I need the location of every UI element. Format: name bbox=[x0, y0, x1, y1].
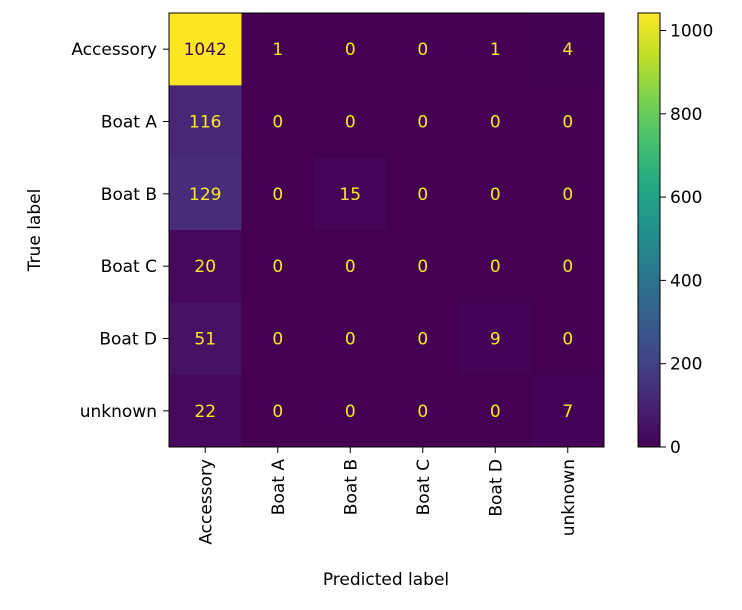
cell-value-label: 0 bbox=[417, 330, 428, 350]
colorbar-tick-label: 200 bbox=[670, 355, 702, 375]
cell-value-label: 20 bbox=[194, 257, 216, 277]
y-tick-label: Boat A bbox=[101, 113, 158, 133]
heatmap-cell bbox=[241, 230, 315, 303]
cell-value-label: 1 bbox=[272, 40, 283, 60]
heatmap-cell bbox=[459, 13, 532, 86]
cell-value-label: 0 bbox=[417, 185, 428, 205]
heatmap-cell bbox=[531, 374, 605, 448]
cell-value-label: 129 bbox=[189, 185, 221, 205]
heatmap-cells: 1042 1 0 0 1 4 116 0 0 0 0 0 129 0 15 0 0 0 20 0 0 0 0 0 51 0 0 0 9 0… bbox=[169, 13, 605, 448]
cell-value-label: 51 bbox=[194, 330, 216, 350]
heatmap-cell bbox=[241, 374, 315, 448]
colorbar bbox=[637, 12, 661, 448]
heatmap-cell bbox=[531, 302, 605, 376]
cell-value-label: 7 bbox=[562, 402, 573, 422]
cell-value-label: 0 bbox=[490, 402, 501, 422]
heatmap-cell bbox=[241, 157, 315, 231]
heatmap-cell bbox=[459, 302, 532, 376]
x-tick-label: Boat B bbox=[341, 459, 361, 515]
heatmap-cell bbox=[386, 374, 460, 448]
colorbar-tick-label: 800 bbox=[670, 105, 702, 125]
cell-value-label: 15 bbox=[339, 185, 361, 205]
cell-value-label: 1042 bbox=[184, 40, 227, 60]
cell-value-label: 0 bbox=[562, 113, 573, 133]
heatmap-frame bbox=[168, 12, 605, 448]
cell-value-label: 0 bbox=[490, 113, 501, 133]
x-tick-label: Boat D bbox=[486, 459, 506, 517]
heatmap-cell bbox=[169, 374, 242, 448]
cell-value-label: 9 bbox=[490, 330, 501, 350]
cell-value-label: 0 bbox=[345, 330, 356, 350]
x-axis-title: Predicted label bbox=[323, 570, 449, 590]
heatmap-cell bbox=[169, 302, 242, 376]
cell-value-label: 1 bbox=[490, 40, 501, 60]
cell-value-label: 0 bbox=[490, 185, 501, 205]
heatmap-cell bbox=[314, 157, 387, 231]
heatmap-cell bbox=[459, 374, 532, 448]
colorbar-tick-label: 1000 bbox=[670, 21, 713, 41]
colorbar-ticks: 0 200 400 600 800 1000 bbox=[660, 21, 713, 458]
heatmap-cell bbox=[169, 230, 242, 303]
heatmap-cell bbox=[459, 157, 532, 231]
cell-value-label: 4 bbox=[562, 40, 573, 60]
heatmap-cell bbox=[531, 230, 605, 303]
heatmap-cell bbox=[241, 85, 315, 159]
heatmap-cell bbox=[169, 157, 242, 231]
colorbar-tick-label: 400 bbox=[670, 271, 702, 291]
cell-value-label: 0 bbox=[417, 40, 428, 60]
cell-value-label: 0 bbox=[345, 257, 356, 277]
heatmap-cell bbox=[386, 85, 460, 159]
x-tick-label: Boat C bbox=[414, 459, 434, 515]
cell-value-label: 0 bbox=[562, 330, 573, 350]
heatmap-cell bbox=[314, 230, 387, 303]
x-tick-label: unknown bbox=[559, 459, 579, 536]
cell-value-label: 0 bbox=[562, 257, 573, 277]
heatmap-cell bbox=[241, 302, 315, 376]
cell-value-label: 0 bbox=[272, 185, 283, 205]
heatmap-cell bbox=[531, 85, 605, 159]
x-tick-label: Boat A bbox=[269, 459, 289, 516]
heatmap-cell bbox=[386, 13, 460, 86]
x-tick-label: Accessory bbox=[196, 459, 216, 545]
y-axis-title: True label bbox=[25, 189, 45, 273]
heatmap-cell bbox=[386, 157, 460, 231]
heatmap-cell bbox=[531, 157, 605, 231]
cell-value-label: 0 bbox=[562, 185, 573, 205]
cell-value-label: 0 bbox=[272, 330, 283, 350]
cell-value-label: 0 bbox=[272, 402, 283, 422]
heatmap-cell bbox=[169, 85, 242, 159]
heatmap-cell bbox=[314, 13, 387, 86]
colorbar-tick-label: 0 bbox=[670, 438, 681, 458]
heatmap-cell bbox=[169, 13, 242, 86]
x-axis-ticks: Accessory Boat A Boat B Boat C Boat D unknown bbox=[196, 447, 579, 545]
heatmap-cell bbox=[531, 13, 605, 86]
heatmap-cell bbox=[386, 230, 460, 303]
cell-value-label: 116 bbox=[189, 113, 221, 133]
cell-value-label: 0 bbox=[272, 113, 283, 133]
cell-value-label: 0 bbox=[490, 257, 501, 277]
y-tick-label: Boat B bbox=[101, 185, 157, 205]
y-tick-label: Accessory bbox=[71, 40, 157, 60]
heatmap-cell bbox=[314, 374, 387, 448]
heatmap-cell bbox=[459, 230, 532, 303]
cell-value-label: 0 bbox=[417, 257, 428, 277]
cell-value-label: 0 bbox=[417, 113, 428, 133]
cell-value-label: 0 bbox=[345, 402, 356, 422]
heatmap-cell bbox=[314, 85, 387, 159]
colorbar-tick-label: 600 bbox=[670, 188, 702, 208]
heatmap-cell bbox=[459, 85, 532, 159]
heatmap-cell bbox=[386, 302, 460, 376]
cell-value-label: 0 bbox=[417, 402, 428, 422]
heatmap-cell bbox=[241, 13, 315, 86]
y-tick-label: Boat C bbox=[101, 257, 157, 277]
cell-value-label: 0 bbox=[345, 113, 356, 133]
cell-value-label: 0 bbox=[345, 40, 356, 60]
y-axis-ticks: Accessory Boat A Boat B Boat C Boat D unknown bbox=[71, 40, 169, 422]
cell-value-label: 22 bbox=[194, 402, 216, 422]
y-tick-label: unknown bbox=[80, 402, 157, 422]
heatmap-cell bbox=[314, 302, 387, 376]
y-tick-label: Boat D bbox=[99, 330, 157, 350]
cell-value-label: 0 bbox=[272, 257, 283, 277]
